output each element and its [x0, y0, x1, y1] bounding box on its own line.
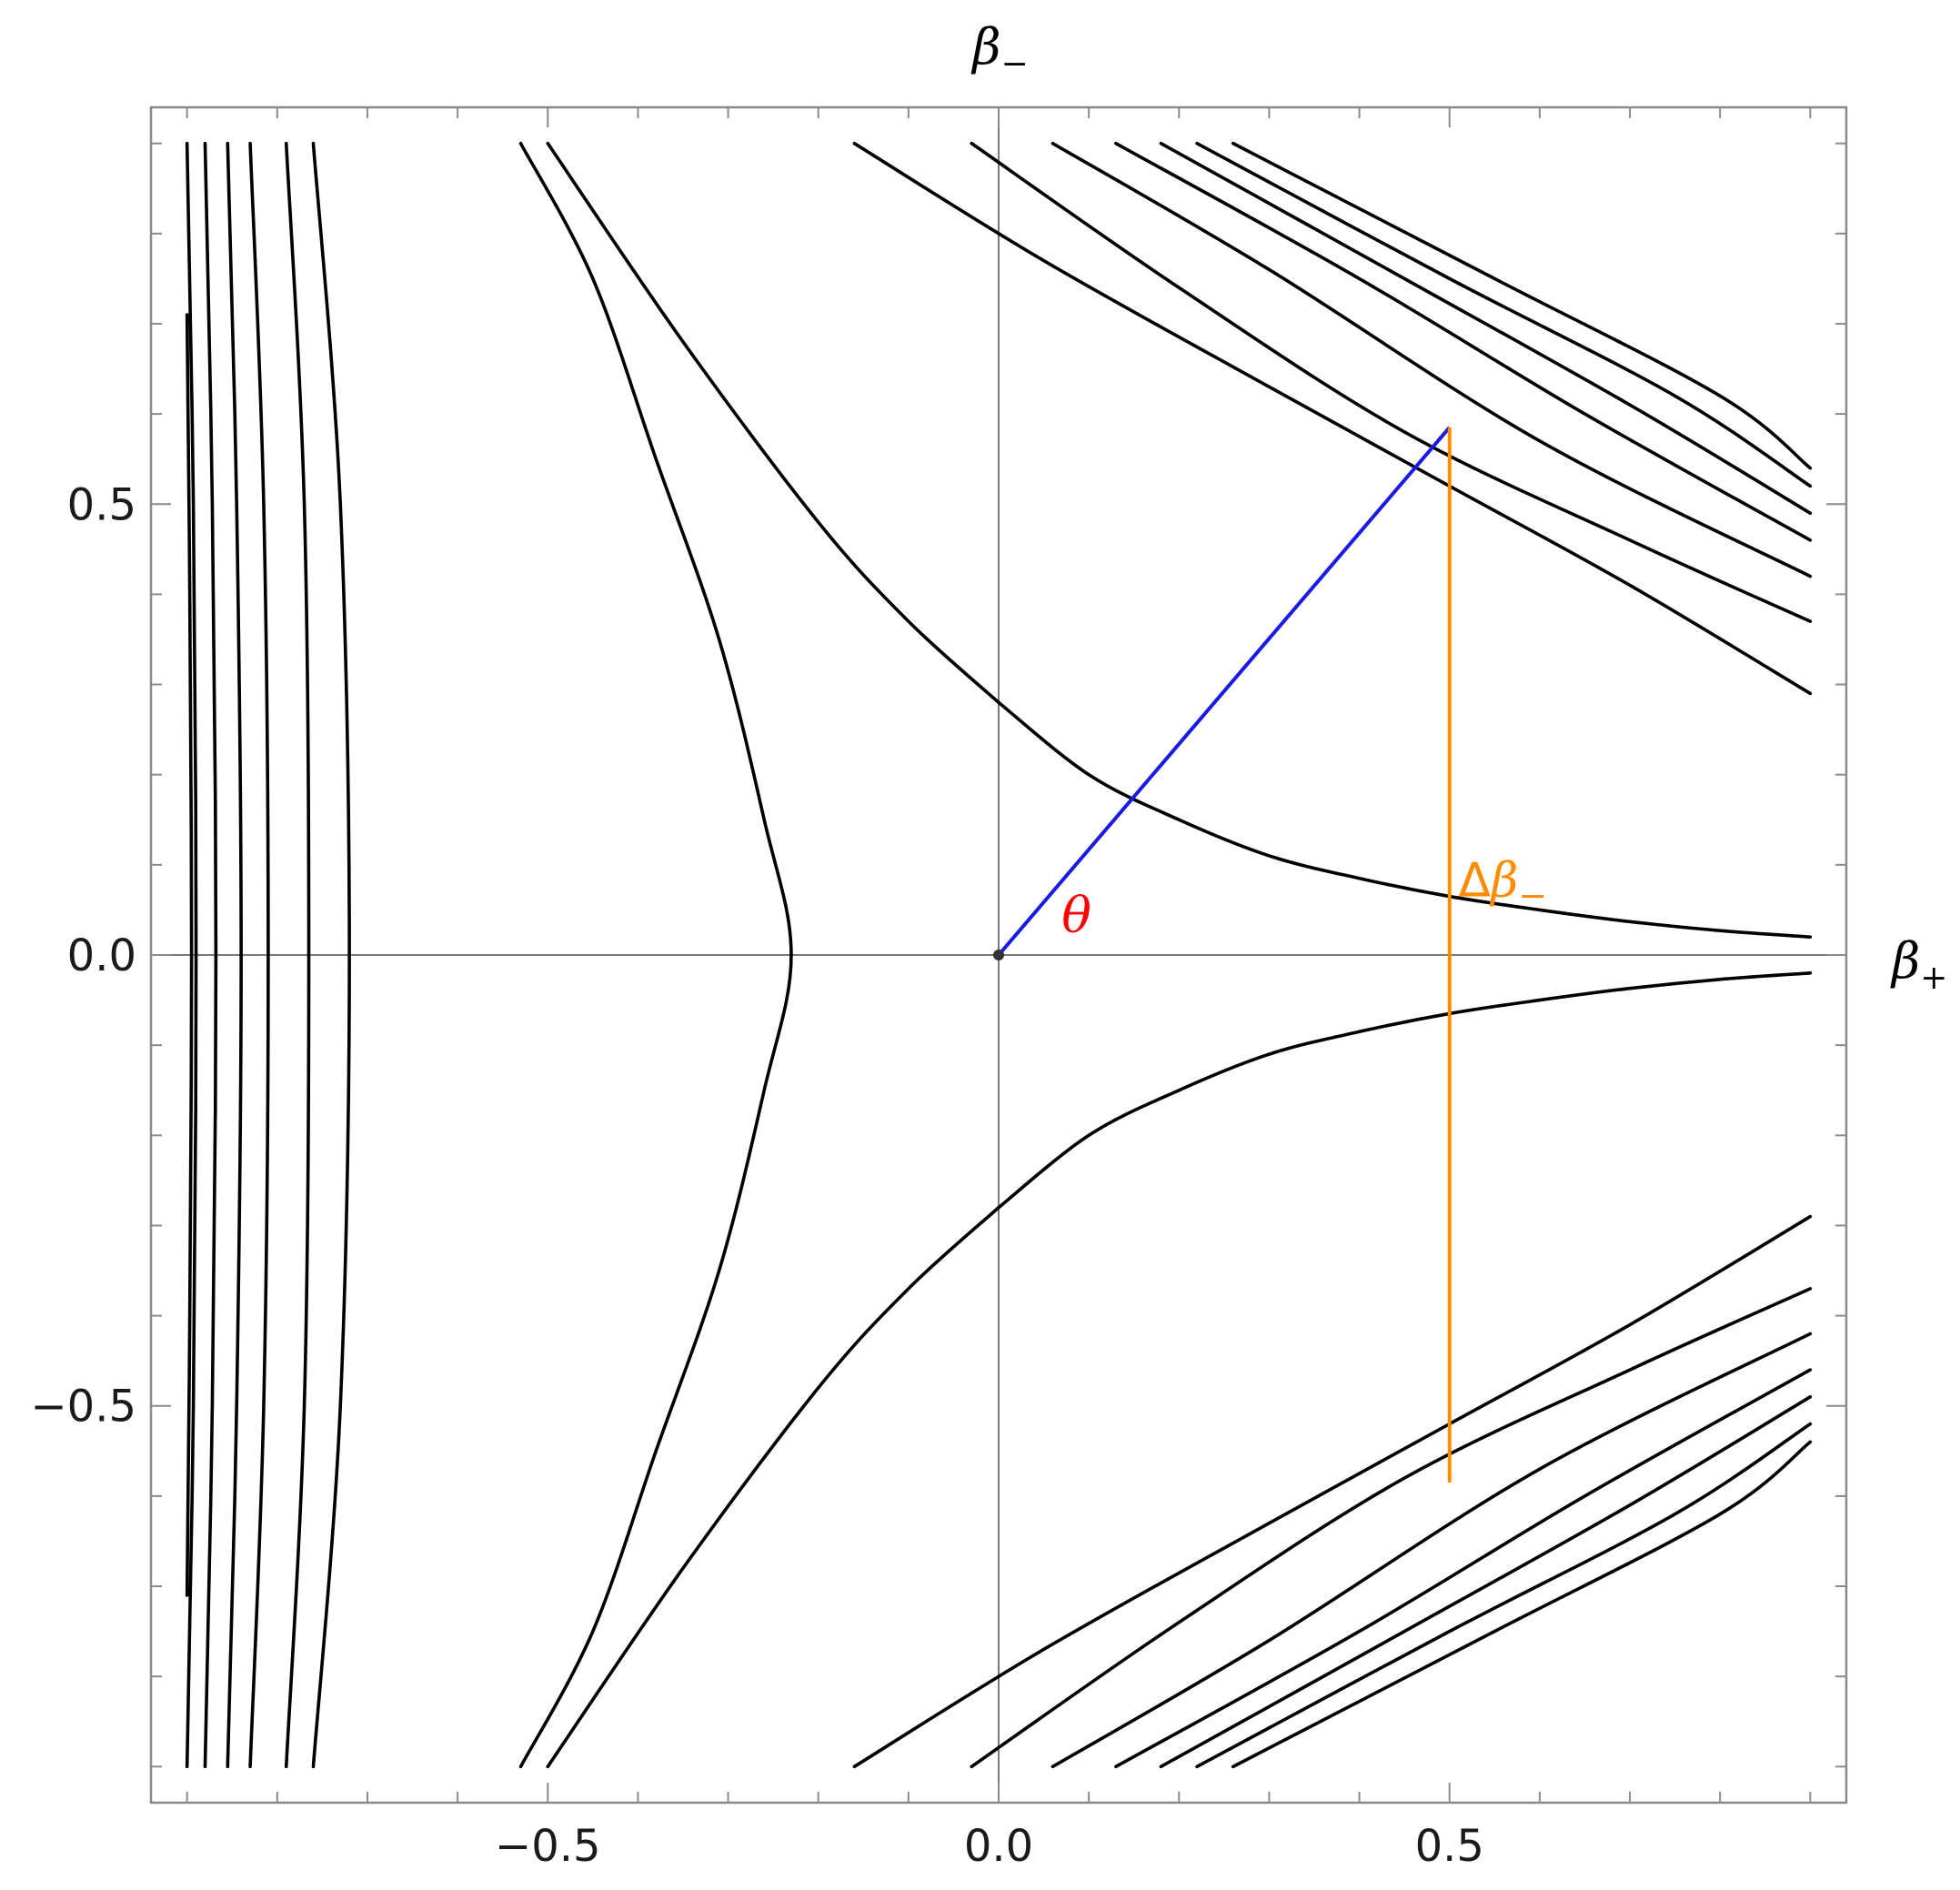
contour-line-5: [852, 141, 1813, 696]
theta-ray: [997, 426, 1452, 957]
contour-line-17: [1231, 141, 1813, 470]
contour-line-3: [546, 141, 1000, 705]
theta-label: θ: [1061, 887, 1091, 944]
x-tick-label: 0.0: [964, 1821, 1033, 1872]
labels-layer: β− β+ θ Δβ−: [970, 18, 1947, 997]
contour-line-7: [970, 141, 1813, 623]
x-tick-label: 0.5: [1415, 1821, 1484, 1872]
contour-line-21: [248, 141, 270, 1769]
contour-line-9: [1050, 141, 1813, 578]
contour-line-24: [185, 141, 198, 1769]
contour-line-11: [1114, 141, 1813, 542]
contour-line-22: [226, 141, 243, 1769]
contour-line-12: [1114, 1368, 1813, 1769]
x-axis-label: β+: [1890, 932, 1947, 997]
annotation-segments: [993, 426, 1452, 1483]
contour-line-10: [1050, 1332, 1813, 1769]
origin-point: [993, 950, 1004, 960]
x-tick-label: −0.5: [495, 1821, 601, 1872]
y-tick-label: 0.0: [67, 930, 136, 981]
contour-line-19: [311, 141, 351, 1769]
contour-line-0: [997, 700, 1813, 939]
contour-line-4: [546, 1205, 1000, 1769]
contour-curves: [185, 141, 1813, 1769]
contour-line-2: [518, 141, 793, 1769]
contour-line-14: [1159, 1395, 1813, 1769]
delta-beta-label: Δβ−: [1459, 854, 1547, 916]
y-tick-label: 0.5: [67, 479, 136, 530]
contour-line-25: [185, 313, 194, 1597]
y-axis-label: β−: [970, 18, 1028, 83]
contour-line-16: [1195, 1422, 1813, 1769]
contour-line-8: [970, 1287, 1813, 1769]
axes-layer: −0.5 0.0 0.5 −0.5 0.0 0.5: [30, 106, 1848, 1872]
contour-line-15: [1195, 141, 1813, 488]
contour-line-18: [1231, 1440, 1813, 1769]
contour-line-13: [1159, 141, 1813, 515]
contour-line-6: [852, 1214, 1813, 1769]
contour-line-23: [203, 141, 218, 1769]
contour-line-1: [997, 971, 1813, 1210]
y-tick-label: −0.5: [30, 1382, 136, 1433]
contour-line-20: [284, 141, 311, 1769]
